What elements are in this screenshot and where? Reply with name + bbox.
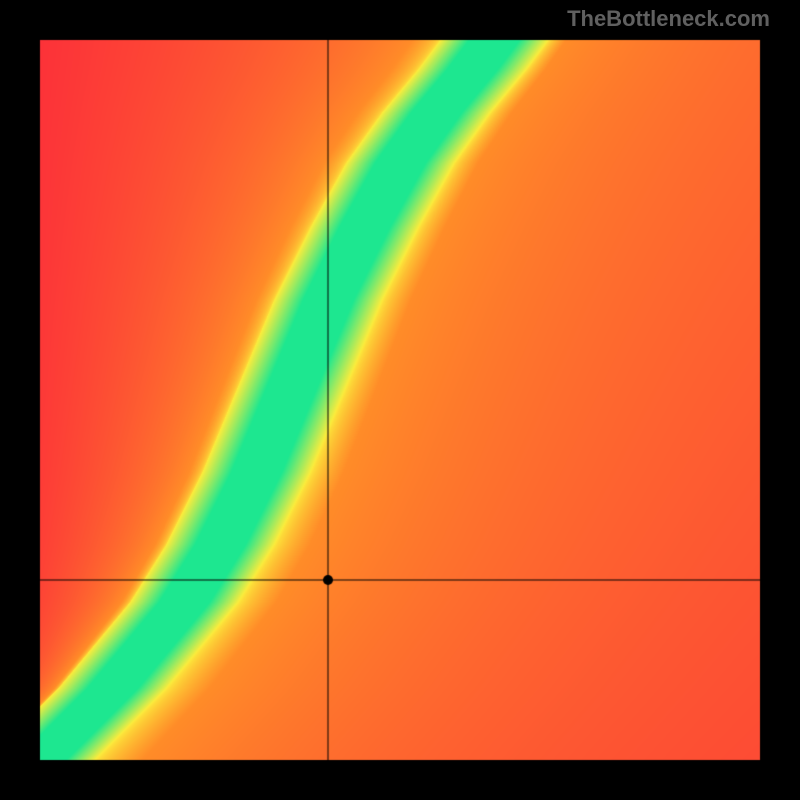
watermark-text: TheBottleneck.com xyxy=(567,6,770,32)
heatmap-canvas xyxy=(0,0,800,800)
chart-container: TheBottleneck.com xyxy=(0,0,800,800)
